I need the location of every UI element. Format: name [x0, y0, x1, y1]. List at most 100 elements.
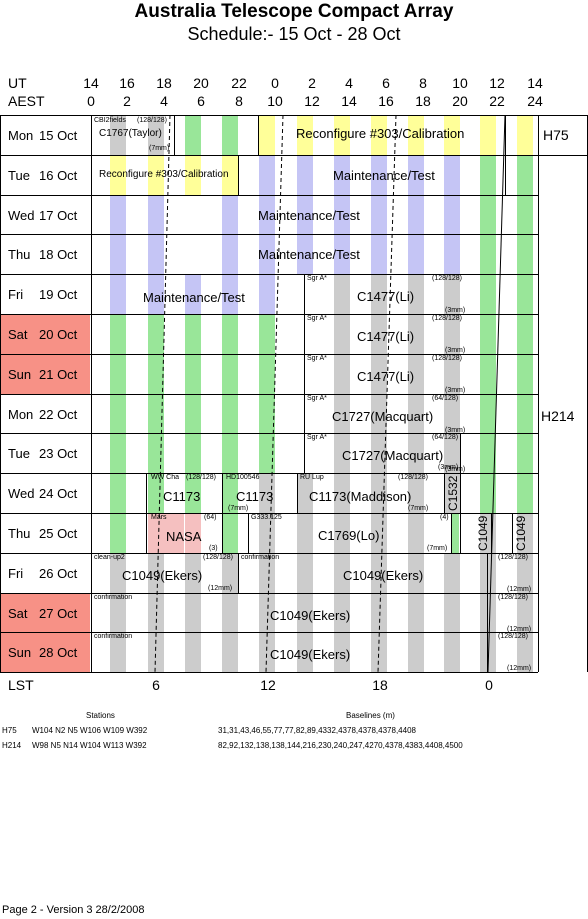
aest-tick: 18 — [415, 93, 431, 109]
block-separator — [304, 354, 305, 394]
maintenance-label: Maintenance/Test — [333, 167, 435, 183]
resolution-label: (3mm) — [445, 386, 466, 394]
aest-tick: 0 — [87, 93, 95, 109]
time-band — [110, 235, 126, 275]
maintenance-label: Maintenance/Test — [258, 207, 360, 223]
time-band — [517, 116, 533, 155]
h75-stations: W104 N2 N5 W106 W109 W392 — [32, 726, 148, 735]
resolution-label: (12mm) — [208, 584, 233, 592]
time-band — [297, 514, 313, 553]
ut-tick: 14 — [527, 75, 543, 91]
day-name: Mon — [8, 128, 34, 143]
time-band — [517, 474, 533, 513]
block-separator — [304, 314, 305, 354]
project-label: NASA — [166, 529, 202, 544]
time-band — [334, 235, 350, 275]
block-separator — [174, 115, 175, 155]
config-divider — [538, 155, 588, 156]
day-name: Wed — [8, 207, 35, 223]
aest-tick: 6 — [197, 93, 205, 109]
aest-tick: 14 — [341, 93, 357, 109]
time-band — [222, 315, 238, 354]
block-separator — [460, 513, 461, 553]
time-band — [110, 553, 126, 593]
day-name: Fri — [8, 287, 24, 303]
resolution-label: (128/128) — [432, 315, 462, 322]
time-band — [408, 354, 424, 394]
left-border — [0, 115, 1, 672]
day-name: Thu — [8, 526, 31, 541]
time-band — [297, 195, 313, 235]
time-band — [297, 474, 313, 513]
time-band — [480, 474, 496, 513]
aest-tick: 16 — [378, 93, 394, 109]
time-band — [259, 434, 275, 474]
time-band — [408, 514, 424, 553]
reconfigure-label: Reconfigure #303/Calibration — [296, 126, 465, 141]
row-divider — [0, 632, 538, 633]
time-band — [480, 553, 496, 593]
time-band — [222, 275, 238, 314]
time-band — [517, 434, 533, 474]
row-divider — [0, 593, 538, 594]
time-band — [259, 116, 275, 155]
day-date: 24 Oct — [39, 486, 78, 502]
row-divider — [0, 155, 538, 156]
day-date: 20 Oct — [39, 327, 78, 342]
time-band — [110, 315, 126, 354]
day-name: Sun — [8, 366, 32, 382]
time-band — [408, 593, 424, 633]
weekend-cell — [1, 633, 90, 673]
row-divider — [0, 195, 538, 196]
time-band — [480, 593, 496, 633]
h75-name: H75 — [2, 726, 17, 735]
time-band — [371, 195, 387, 235]
block-separator — [238, 553, 239, 593]
ut-tick: 6 — [382, 75, 390, 91]
resolution-label: (128/128) — [498, 553, 528, 561]
time-band — [480, 633, 496, 673]
time-band — [334, 195, 350, 235]
resolution-label: (7mm) — [228, 505, 249, 513]
time-band — [480, 394, 496, 434]
ut-tick: 2 — [308, 75, 316, 91]
time-band — [110, 394, 126, 434]
block-separator — [444, 473, 445, 513]
time-band — [444, 633, 460, 673]
block-separator — [460, 473, 461, 513]
time-band — [148, 593, 164, 633]
time-band — [408, 434, 424, 474]
time-band — [110, 633, 126, 673]
time-band — [259, 315, 275, 354]
project-label: C1173 — [163, 489, 201, 505]
time-band — [517, 514, 533, 553]
source-label: Mars — [151, 514, 167, 521]
project-label: C1477(Li) — [357, 289, 415, 305]
time-band — [480, 275, 496, 314]
config-label: H214 — [541, 407, 575, 424]
cbi-label: CBI2fields — [94, 117, 126, 124]
source-label: Sgr A* — [307, 315, 327, 322]
weekend-cell — [1, 354, 90, 394]
time-band — [297, 633, 313, 673]
time-band — [148, 434, 164, 474]
time-band — [110, 155, 126, 195]
resolution-label: (12mm) — [507, 625, 532, 633]
block-separator — [304, 433, 305, 473]
time-band — [408, 633, 424, 673]
project-label: C1477(Li) — [357, 329, 415, 344]
time-band — [334, 354, 350, 394]
ut-tick: 16 — [119, 75, 135, 91]
time-band — [517, 155, 533, 195]
ut-label: UT — [8, 75, 27, 91]
weekend-cell — [1, 593, 90, 633]
time-band — [334, 275, 350, 314]
time-band — [444, 553, 460, 593]
time-band — [259, 155, 275, 195]
ut-tick: 10 — [452, 75, 468, 91]
aest-tick: 10 — [267, 93, 283, 109]
resolution-label: (64/128) — [432, 394, 459, 402]
time-band — [371, 235, 387, 275]
